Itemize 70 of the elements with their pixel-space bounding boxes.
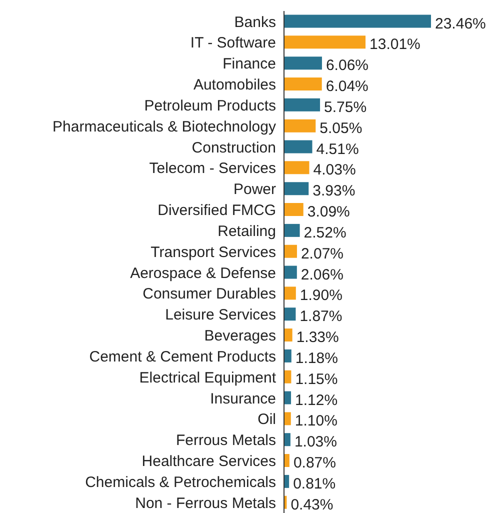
bar [284, 454, 290, 468]
bar [284, 224, 300, 237]
bar [284, 14, 431, 28]
y-tick-label: Oil [258, 411, 276, 428]
bar [284, 433, 290, 446]
y-tick-label: Leisure Services [165, 306, 276, 324]
y-tick-label: Automobiles [193, 76, 276, 94]
data-label: 13.01% [370, 36, 420, 54]
bar [284, 412, 291, 426]
bar [284, 286, 296, 300]
y-tick-label: Electrical Equipment [139, 369, 277, 386]
y-tick-label: Transport Services [150, 244, 276, 261]
y-tick-label: Non - Ferrous Metals [135, 494, 276, 512]
y-tick-label: Beverages [204, 328, 276, 345]
y-tick-label: Ferrous Metals [176, 432, 276, 450]
bar [284, 56, 322, 70]
data-label: 4.03% [313, 162, 356, 179]
y-tick-label: Diversified FMCG [158, 202, 276, 220]
data-label: 5.05% [320, 120, 362, 137]
y-tick-label: IT - Software [190, 34, 276, 52]
bar [284, 78, 322, 91]
bar [284, 370, 292, 384]
data-label: 2.06% [300, 266, 344, 284]
data-label: 1.33% [296, 329, 339, 346]
data-label: 3.93% [312, 182, 356, 200]
y-tick-label: Finance [222, 56, 276, 73]
data-label: 1.03% [294, 434, 337, 451]
data-label: 0.81% [293, 475, 336, 492]
y-tick-label: Petroleum Products [144, 97, 276, 114]
bar [284, 98, 320, 112]
data-label: 1.10% [294, 412, 338, 430]
bar [284, 328, 292, 342]
bar [284, 391, 292, 404]
bar [284, 36, 366, 49]
bar [284, 140, 312, 154]
data-label: 0.43% [290, 496, 334, 513]
y-tick-label: Pharmaceuticals & Biotechnology [52, 118, 276, 136]
bar [284, 244, 297, 258]
data-label: 23.46% [435, 15, 486, 32]
y-tick-label: Retailing [218, 222, 276, 240]
data-label: 0.87% [293, 454, 336, 472]
y-tick-label: Aerospace & Defense [130, 264, 276, 282]
data-label: 5.75% [324, 98, 367, 116]
data-label: 6.06% [326, 57, 369, 74]
bar [284, 119, 316, 132]
y-tick-label: Banks [234, 14, 276, 31]
data-label: 1.87% [300, 308, 342, 326]
data-label: 1.18% [295, 350, 338, 367]
y-tick-label: Consumer Durables [142, 286, 276, 303]
data-label: 3.09% [307, 204, 350, 221]
bar [284, 182, 309, 196]
bar [284, 349, 292, 362]
y-tick-label: Telecom - Services [149, 160, 276, 178]
y-tick-label: Power [233, 181, 276, 198]
bar [284, 308, 296, 321]
y-tick-label: Cement & Cement Products [89, 348, 276, 366]
data-label: 2.52% [304, 224, 346, 242]
bar [284, 266, 297, 279]
data-label: 1.15% [295, 370, 338, 388]
data-label: 6.04% [326, 78, 368, 96]
y-tick-label: Insurance [210, 390, 276, 408]
y-tick-label: Healthcare Services [142, 453, 276, 470]
bar [284, 161, 310, 174]
data-label: 1.90% [300, 287, 342, 304]
bar [284, 203, 304, 216]
data-label: 1.12% [295, 392, 338, 409]
y-tick-label: Chemicals & Petrochemicals [85, 474, 276, 491]
data-label: 2.07% [300, 245, 344, 262]
y-tick-label: Construction [192, 139, 276, 156]
data-label: 4.51% [316, 140, 359, 158]
